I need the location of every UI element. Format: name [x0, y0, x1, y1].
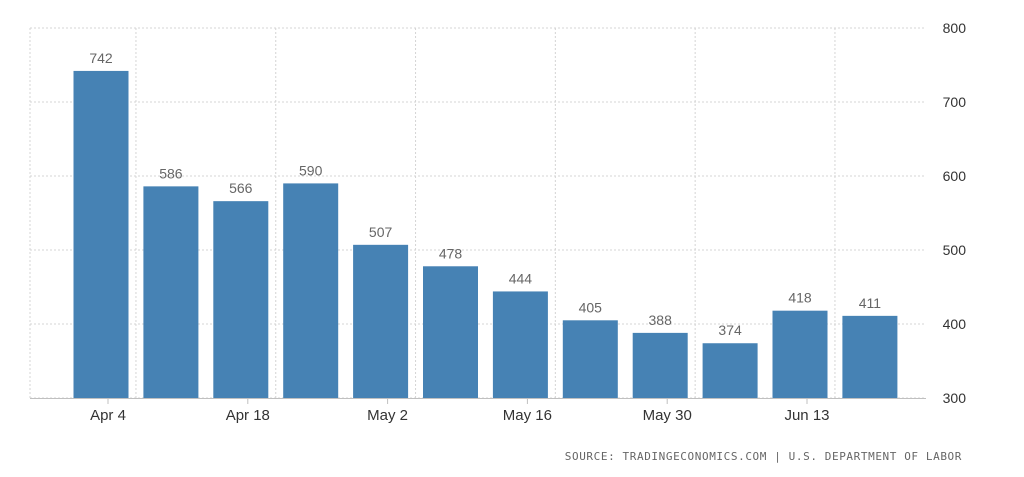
bar: [702, 343, 758, 398]
data-label: 444: [509, 270, 533, 286]
bar: [283, 183, 339, 398]
source-note: SOURCE: TRADINGECONOMICS.COM | U.S. DEPA…: [564, 450, 962, 463]
bar: [492, 291, 548, 398]
x-tick-label: May 30: [643, 407, 692, 424]
x-tick-label: May 16: [503, 407, 552, 424]
data-label: 478: [439, 245, 463, 261]
y-tick-label: 400: [943, 316, 967, 332]
y-tick-label: 500: [943, 242, 967, 258]
bar: [842, 315, 898, 398]
bar: [772, 310, 828, 398]
data-label: 405: [579, 299, 603, 315]
y-tick-label: 800: [943, 20, 967, 36]
bar: [143, 186, 199, 398]
y-tick-label: 300: [943, 390, 967, 406]
x-tick-label: Jun 13: [784, 407, 829, 424]
x-tick-label: May 2: [367, 407, 408, 424]
x-tick-label: Apr 18: [226, 407, 270, 424]
bar: [632, 332, 688, 398]
data-label: 742: [89, 50, 113, 66]
bar: [562, 320, 618, 398]
x-tick-label: Apr 4: [90, 407, 126, 424]
data-label: 374: [718, 322, 742, 338]
bar: [423, 266, 478, 398]
bar: [353, 244, 409, 398]
y-tick-label: 700: [943, 94, 967, 110]
data-label: 590: [299, 162, 323, 178]
data-label: 566: [229, 180, 253, 196]
data-label: 586: [159, 165, 183, 181]
y-tick-label: 600: [943, 168, 967, 184]
data-label: 388: [649, 312, 673, 328]
bar: [73, 70, 129, 399]
bar: [213, 201, 269, 398]
data-label: 418: [788, 290, 812, 306]
data-label: 507: [369, 224, 393, 240]
data-label: 411: [859, 295, 882, 311]
